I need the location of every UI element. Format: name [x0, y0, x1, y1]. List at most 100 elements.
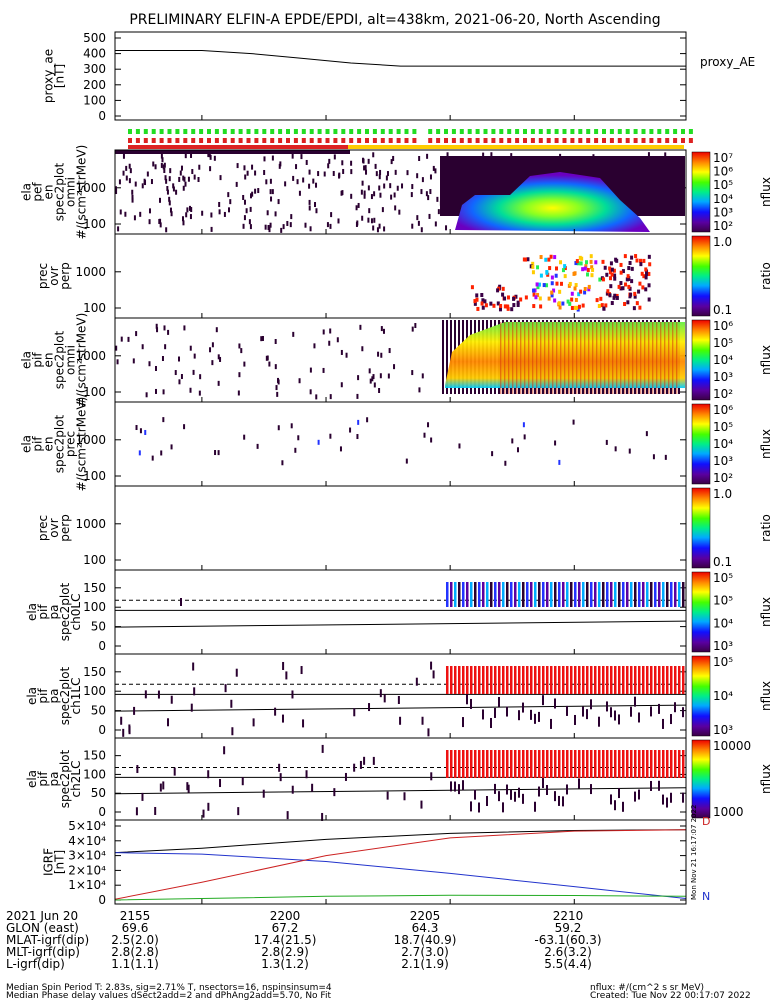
flux-pixel	[411, 184, 414, 190]
panel-frame	[114, 485, 687, 571]
flux-pixel	[217, 450, 220, 456]
ratio-pixel	[514, 294, 518, 299]
ratio-pixel	[484, 303, 488, 308]
flag-mark	[262, 129, 267, 134]
pa-stripe	[494, 666, 497, 694]
flux-pixel	[131, 194, 134, 200]
pa-pixel	[421, 716, 424, 725]
ratio-pixel	[542, 283, 546, 288]
pa-pixel	[542, 695, 544, 706]
side-stamp: Mon Nov 21 16:17:07 2022	[690, 805, 698, 900]
pa-stripe	[518, 582, 521, 607]
flag-mark	[681, 129, 685, 134]
panel-ylabel: perp	[58, 262, 72, 290]
pa-pixel	[128, 726, 131, 735]
pa-pixel	[274, 707, 277, 716]
flux-pixel	[417, 220, 420, 226]
flux-pixel	[393, 364, 396, 370]
flag-mark	[396, 129, 401, 134]
pa-pixel	[162, 781, 165, 790]
pa-pixel	[554, 698, 556, 709]
flux-pixel	[429, 189, 432, 195]
pa-stripe	[458, 666, 461, 694]
flux-pixel	[188, 205, 191, 211]
pa-pixel	[510, 789, 512, 800]
flag-mark	[459, 129, 464, 134]
flux-pixel	[275, 385, 278, 391]
flag-mark	[688, 129, 693, 134]
y-tick-label: 100	[83, 93, 106, 107]
pa-pixel	[170, 695, 173, 704]
pa-pixel	[450, 781, 452, 792]
flux-pixel	[385, 175, 388, 181]
flux-stripe	[632, 322, 634, 394]
flag-mark	[562, 129, 567, 134]
panel-frame	[114, 819, 687, 905]
ratio-pixel	[550, 293, 554, 298]
ratio-pixel	[634, 254, 638, 259]
flag-mark	[507, 138, 512, 143]
pa-pixel	[614, 710, 616, 721]
flag-mark	[546, 138, 551, 143]
pa-stripe	[546, 750, 549, 778]
flux-pixel	[390, 194, 393, 200]
flux-pixel	[190, 207, 193, 213]
flag-mark	[467, 138, 472, 143]
pa-pixel	[638, 712, 640, 723]
pa-stripe	[654, 666, 657, 694]
flag-mark	[286, 129, 290, 134]
pa-stripe	[502, 750, 505, 778]
flux-pixel	[372, 374, 375, 380]
flag-mark	[649, 138, 654, 143]
flux-pixel	[165, 227, 168, 233]
flux-pixel	[235, 181, 238, 187]
panel-ylabel: pef	[31, 182, 45, 202]
y-tick-label: 0	[98, 639, 106, 653]
flag-mark	[207, 129, 211, 134]
ratio-pixel	[524, 295, 528, 300]
footer-row-value: 2.8(2.8)	[111, 945, 159, 959]
pa-pixel	[430, 772, 433, 781]
ratio-pixel	[630, 255, 634, 260]
pa-stripe	[478, 666, 481, 694]
pa-pixel	[458, 784, 460, 795]
pa-stripe	[562, 666, 565, 694]
flux-pixel	[421, 373, 424, 379]
flux-pixel	[151, 455, 154, 461]
pa-stripe	[674, 750, 677, 778]
flux-pixel	[340, 349, 343, 355]
flux-pixel	[357, 202, 360, 208]
flux-pixel	[329, 223, 332, 229]
flux-pixel	[522, 422, 525, 428]
footer-row-value: -63.1(60.3)	[534, 933, 601, 947]
flag-mark	[128, 129, 132, 134]
flag-mark	[444, 138, 448, 143]
panel-frame	[114, 31, 687, 121]
pa-pixel	[658, 780, 660, 791]
flux-pixel	[482, 152, 485, 158]
flux-stripe	[520, 322, 522, 394]
flux-stripe	[446, 320, 448, 394]
flux-pixel	[122, 153, 125, 159]
y-tick-label: 1000	[75, 265, 106, 279]
pa-stripe	[454, 582, 457, 607]
colorbar-tick: 10⁵	[713, 594, 733, 608]
pa-stripe	[646, 666, 649, 694]
flux-pixel	[150, 179, 153, 185]
panel-ylabel: ch2LC	[69, 761, 83, 798]
pa-pixel	[638, 789, 640, 800]
pa-pixel	[187, 784, 190, 793]
flux-pixel	[296, 179, 299, 185]
panel-ylabel: pa	[47, 689, 61, 704]
flux-pixel	[211, 360, 214, 366]
pa-pixel	[514, 791, 516, 802]
ratio-pixel	[580, 256, 584, 261]
flux-pixel	[360, 189, 363, 195]
ratio-pixel	[647, 271, 651, 276]
flux-pixel	[122, 170, 125, 176]
panel-ylabel: spec2plot	[53, 414, 67, 473]
pa-stripe	[514, 666, 517, 694]
ratio-pixel	[589, 254, 593, 259]
ratio-pixel	[548, 266, 552, 271]
ratio-pixel	[522, 257, 526, 262]
